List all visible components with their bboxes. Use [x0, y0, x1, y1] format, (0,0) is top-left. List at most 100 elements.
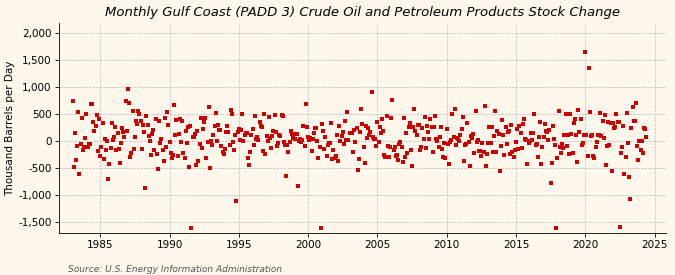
Point: [446, 138, 457, 142]
Point: [622, 111, 632, 116]
Point: [234, 138, 245, 142]
Point: [123, 87, 134, 91]
Point: [184, 165, 194, 169]
Point: [558, 146, 568, 150]
Point: [506, 123, 516, 127]
Point: [567, 151, 578, 156]
Point: [154, 119, 165, 123]
Point: [291, 132, 302, 136]
Point: [535, 120, 545, 125]
Point: [485, 141, 496, 145]
Point: [516, 145, 527, 150]
Point: [105, 145, 116, 150]
Point: [117, 126, 128, 131]
Point: [281, 174, 292, 178]
Point: [481, 163, 491, 168]
Point: [162, 110, 173, 114]
Point: [119, 135, 130, 139]
Point: [209, 123, 220, 128]
Point: [124, 101, 134, 105]
Point: [182, 125, 193, 130]
Point: [223, 130, 234, 134]
Point: [430, 114, 441, 119]
Point: [111, 148, 122, 153]
Point: [192, 128, 202, 133]
Point: [471, 140, 482, 144]
Point: [419, 115, 430, 119]
Point: [80, 136, 90, 141]
Point: [276, 113, 287, 117]
Point: [219, 146, 230, 151]
Point: [284, 140, 295, 145]
Point: [344, 130, 355, 135]
Point: [537, 145, 548, 149]
Point: [388, 148, 399, 152]
Point: [201, 156, 212, 160]
Point: [135, 119, 146, 123]
Point: [274, 133, 285, 137]
Point: [328, 148, 339, 152]
Point: [562, 133, 573, 137]
Point: [493, 132, 504, 136]
Point: [164, 140, 175, 144]
Point: [157, 147, 168, 152]
Point: [402, 151, 413, 156]
Point: [539, 122, 550, 127]
Point: [369, 137, 379, 142]
Point: [138, 123, 148, 127]
Point: [175, 117, 186, 122]
Point: [70, 131, 80, 135]
Point: [261, 134, 272, 138]
Point: [155, 141, 165, 145]
Point: [534, 135, 545, 139]
Point: [618, 123, 628, 128]
Point: [404, 120, 415, 125]
Point: [146, 153, 157, 157]
Point: [531, 142, 542, 147]
Point: [232, 130, 243, 134]
Point: [286, 129, 296, 133]
Point: [322, 143, 333, 148]
Point: [502, 142, 512, 147]
Point: [203, 105, 214, 110]
Point: [68, 165, 79, 169]
Point: [125, 155, 136, 159]
Point: [552, 156, 563, 160]
Point: [159, 116, 170, 120]
Point: [81, 112, 92, 117]
Point: [83, 142, 94, 146]
Point: [603, 120, 614, 124]
Point: [494, 169, 505, 173]
Point: [182, 141, 192, 145]
Point: [346, 131, 356, 135]
Point: [319, 146, 329, 151]
Point: [299, 144, 310, 148]
Point: [453, 136, 464, 141]
Point: [352, 167, 363, 172]
Point: [422, 123, 433, 128]
Point: [172, 154, 183, 158]
Point: [132, 121, 142, 126]
Point: [581, 133, 592, 137]
Point: [286, 132, 297, 137]
Point: [165, 151, 176, 156]
Point: [605, 121, 616, 125]
Point: [585, 110, 595, 115]
Point: [587, 133, 597, 137]
Point: [438, 155, 449, 160]
Point: [486, 125, 497, 129]
Point: [640, 127, 651, 131]
Point: [321, 154, 332, 158]
Point: [229, 147, 240, 152]
Point: [107, 121, 117, 125]
Point: [522, 162, 533, 166]
Point: [589, 156, 600, 161]
Point: [417, 126, 428, 130]
Point: [176, 140, 186, 144]
Point: [630, 101, 641, 105]
Point: [266, 146, 277, 150]
Point: [490, 108, 501, 113]
Point: [591, 140, 602, 144]
Point: [628, 119, 639, 123]
Point: [206, 139, 217, 144]
